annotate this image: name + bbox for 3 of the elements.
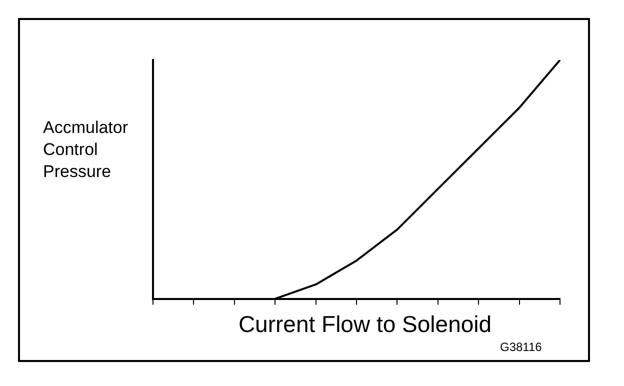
y-axis-title: Accmulator Control Pressure: [43, 117, 130, 183]
x-axis-title: Current Flow to Solenoid: [237, 311, 493, 338]
text: G38116: [500, 340, 542, 354]
